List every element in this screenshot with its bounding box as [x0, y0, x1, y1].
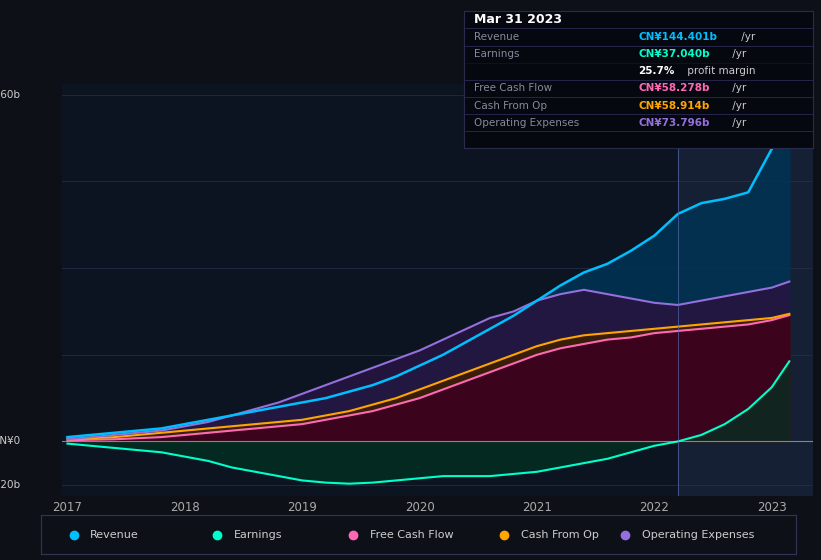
Text: Free Cash Flow: Free Cash Flow — [475, 83, 553, 94]
Text: Revenue: Revenue — [475, 32, 520, 42]
Text: Free Cash Flow: Free Cash Flow — [369, 530, 453, 540]
Text: /yr: /yr — [729, 83, 746, 94]
Text: /yr: /yr — [729, 49, 746, 59]
Text: Operating Expenses: Operating Expenses — [475, 118, 580, 128]
Text: CN¥0: CN¥0 — [0, 436, 21, 446]
Text: CN¥73.796b: CN¥73.796b — [639, 118, 710, 128]
Text: CN¥160b: CN¥160b — [0, 90, 21, 100]
Text: CN¥37.040b: CN¥37.040b — [639, 49, 710, 59]
Bar — [678, 84, 821, 496]
Text: profit margin: profit margin — [684, 66, 755, 76]
Text: -CN¥20b: -CN¥20b — [0, 480, 21, 490]
Text: Earnings: Earnings — [234, 530, 282, 540]
Text: CN¥58.914b: CN¥58.914b — [639, 101, 709, 110]
Text: Revenue: Revenue — [90, 530, 139, 540]
Text: /yr: /yr — [729, 118, 746, 128]
Text: 25.7%: 25.7% — [639, 66, 675, 76]
Text: CN¥58.278b: CN¥58.278b — [639, 83, 710, 94]
Text: /yr: /yr — [738, 32, 755, 42]
Text: Earnings: Earnings — [475, 49, 520, 59]
Text: Cash From Op: Cash From Op — [475, 101, 548, 110]
Text: /yr: /yr — [729, 101, 746, 110]
Text: Cash From Op: Cash From Op — [521, 530, 599, 540]
Text: Mar 31 2023: Mar 31 2023 — [475, 13, 562, 26]
Text: CN¥144.401b: CN¥144.401b — [639, 32, 718, 42]
Text: Operating Expenses: Operating Expenses — [641, 530, 754, 540]
